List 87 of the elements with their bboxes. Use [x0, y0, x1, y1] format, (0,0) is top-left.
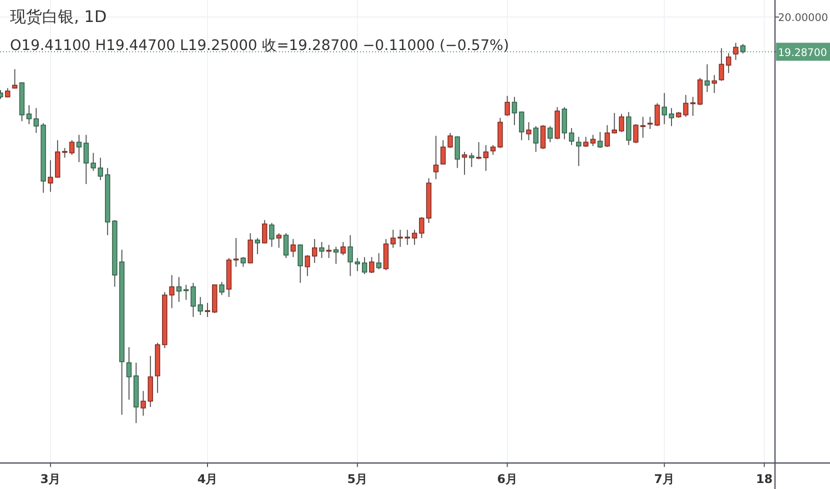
candlestick	[354, 258, 360, 272]
y-tick-label: 20.00000	[778, 12, 828, 24]
candlestick	[219, 281, 224, 296]
candlestick	[69, 140, 74, 156]
candlestick	[312, 238, 318, 264]
candlestick	[333, 246, 339, 264]
candlestick	[454, 136, 460, 168]
candlestick	[48, 160, 54, 192]
candlestick	[176, 276, 182, 302]
candlestick	[5, 88, 10, 98]
candlestick	[248, 232, 253, 264]
candlestick	[548, 126, 553, 143]
candlestick	[540, 124, 546, 150]
candlestick	[462, 151, 468, 176]
candlestick	[276, 232, 282, 248]
candlestick	[604, 124, 610, 148]
x-tick-label: 3月	[40, 472, 61, 486]
candlestick	[98, 157, 104, 181]
candlestick	[704, 64, 710, 93]
candlestick	[412, 229, 418, 246]
candlestick	[269, 222, 274, 248]
candlestick	[190, 282, 196, 318]
x-tick-label: 18	[756, 472, 773, 486]
candlestick	[198, 296, 203, 316]
candlestick	[433, 135, 439, 180]
candlestick	[726, 52, 732, 74]
candlestick	[733, 42, 738, 60]
x-tick-label: 4月	[197, 472, 218, 486]
candlestick	[62, 148, 68, 158]
candlestick	[626, 111, 632, 146]
candlestick	[12, 68, 18, 90]
text: O19.41100 H19.44700 L19.25000 收=19.28700 −0.11000 (−0.57%)	[10, 38, 509, 54]
candlestick	[533, 126, 538, 152]
candlestick	[319, 241, 324, 259]
candlestick	[240, 256, 246, 268]
candlestick	[668, 108, 674, 127]
text: 现货白银, 1D	[10, 7, 107, 26]
candlestick	[76, 134, 82, 163]
candlestick	[369, 256, 374, 274]
candlestick	[583, 136, 588, 148]
candlestick	[283, 232, 289, 259]
candlestick	[576, 136, 582, 167]
candlestick	[483, 144, 489, 172]
candlestick	[326, 244, 332, 259]
candlestick	[290, 238, 296, 258]
candlestick	[562, 106, 568, 140]
candlestick	[490, 144, 496, 156]
candlestick	[398, 229, 403, 248]
x-tick-label: 5月	[347, 472, 368, 486]
candlestick	[262, 220, 268, 244]
candlestick	[590, 134, 596, 147]
candlestick	[26, 104, 32, 125]
candlestick	[298, 244, 303, 284]
candlestick	[204, 302, 210, 318]
candlestick	[340, 241, 346, 256]
candlestick	[712, 74, 717, 94]
candlestick	[568, 128, 574, 146]
y-tick-label: 19.28700	[778, 46, 828, 59]
candlestick	[404, 229, 410, 246]
candlestick	[598, 131, 603, 149]
candlestick	[612, 112, 617, 134]
candlestick	[476, 142, 482, 160]
candlestick	[362, 256, 368, 275]
candlestick	[140, 390, 146, 416]
candlestick	[518, 110, 524, 141]
candlestick	[440, 140, 446, 166]
candlestick	[254, 238, 260, 255]
x-tick-label: 6月	[497, 472, 518, 486]
candlestick	[504, 95, 510, 116]
candlestick	[618, 113, 624, 132]
candlestick	[376, 252, 382, 270]
candlestick	[662, 92, 667, 125]
candlestick	[304, 254, 310, 277]
candlestick	[683, 94, 688, 118]
candlestick	[348, 234, 353, 277]
candlestick	[654, 102, 660, 127]
candlestick	[633, 124, 638, 144]
candlestick	[718, 48, 724, 82]
candlestick	[233, 238, 239, 268]
candlestick	[640, 116, 646, 138]
x-tick-label: 7月	[654, 472, 675, 486]
candlestick	[512, 96, 518, 126]
candlestick	[390, 229, 396, 248]
candlestick	[126, 346, 132, 400]
candlestick	[526, 122, 532, 141]
candlestick	[469, 152, 474, 168]
candlestick	[448, 132, 453, 149]
